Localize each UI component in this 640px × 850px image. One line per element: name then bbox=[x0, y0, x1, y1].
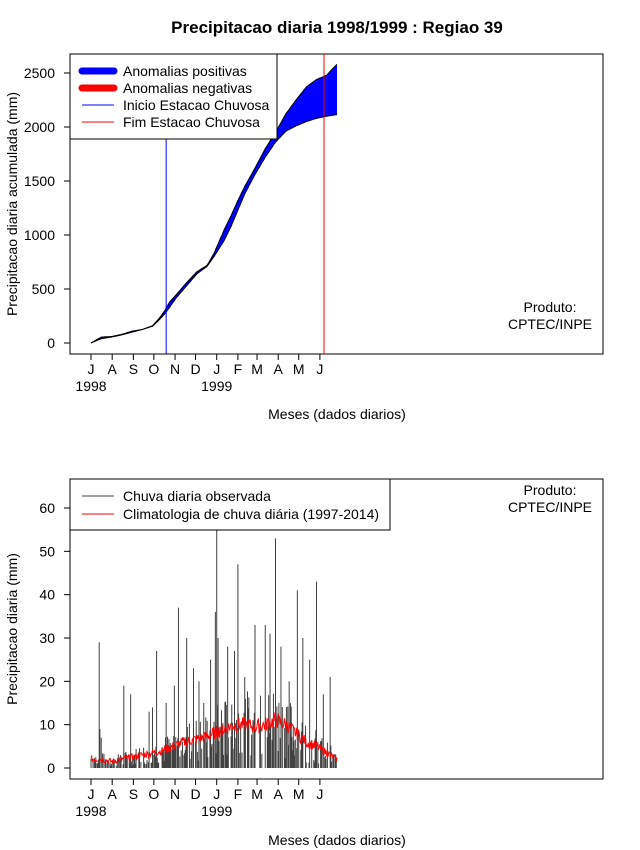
top-x-tick-label: F bbox=[234, 361, 243, 377]
legend-label-anomalias-positivas: Anomalias positivas bbox=[123, 63, 247, 79]
legend-label-chuva-observada: Chuva diaria observada bbox=[123, 488, 271, 504]
climatology-cumulative-line bbox=[90, 114, 338, 344]
chart-title: Precipitacao diaria 1998/1999 : Regiao 3… bbox=[171, 18, 503, 37]
top-x-tick-label: J bbox=[88, 361, 95, 377]
top-x-tick-label: M bbox=[293, 361, 305, 377]
top-credit-line-1: Produto: bbox=[524, 299, 577, 315]
bottom-y-tick-label: 0 bbox=[47, 760, 55, 776]
top-x-tick-label: S bbox=[129, 361, 138, 377]
bottom-y-tick-label: 50 bbox=[39, 543, 55, 559]
top-y-axis: 0 500 1000 1500 2000 2500 bbox=[24, 65, 71, 351]
legend-label-climatologia: Climatologia de chuva diária (1997-2014) bbox=[123, 506, 379, 522]
bottom-x-tick-label: M bbox=[293, 786, 305, 802]
top-y-tick-label: 1500 bbox=[24, 173, 55, 189]
bottom-credit-line-2: CPTEC/INPE bbox=[508, 499, 592, 515]
bottom-y-tick-label: 10 bbox=[39, 717, 55, 733]
bottom-year-label: 1998 bbox=[75, 803, 106, 819]
bottom-legend: Chuva diaria observada Climatologia de c… bbox=[69, 478, 391, 531]
bottom-legend-box bbox=[69, 478, 391, 531]
top-x-tick-label: J bbox=[316, 361, 323, 377]
bottom-daily-bars bbox=[90, 529, 337, 768]
bottom-y-axis: 0 10 20 30 40 50 60 bbox=[39, 500, 71, 776]
bottom-y-tick-label: 40 bbox=[39, 587, 55, 603]
legend-label-inicio: Inicio Estacao Chuvosa bbox=[123, 97, 270, 113]
top-credit: Produto: CPTEC/INPE bbox=[508, 299, 592, 332]
bottom-x-tick-label: F bbox=[234, 786, 243, 802]
bottom-x-tick-label: J bbox=[213, 786, 220, 802]
bottom-x-tick-label: J bbox=[88, 786, 95, 802]
top-credit-line-2: CPTEC/INPE bbox=[508, 316, 592, 332]
top-y-tick-label: 500 bbox=[32, 281, 56, 297]
bottom-x-tick-label: A bbox=[108, 786, 118, 802]
top-x-tick-label: O bbox=[148, 361, 159, 377]
bottom-year-label: 1999 bbox=[201, 803, 232, 819]
top-year-label: 1999 bbox=[201, 378, 232, 394]
top-y-axis-label: Precipitacao diaria acumulada (mm) bbox=[4, 92, 20, 316]
top-x-tick-label: A bbox=[274, 361, 284, 377]
bottom-x-tick-label: J bbox=[316, 786, 323, 802]
bottom-x-tick-label: N bbox=[170, 786, 180, 802]
bottom-credit-line-1: Produto: bbox=[524, 482, 577, 498]
legend-label-anomalias-negativas: Anomalias negativas bbox=[123, 80, 252, 96]
top-y-tick-label: 2000 bbox=[24, 119, 55, 135]
bottom-y-tick-label: 60 bbox=[39, 500, 55, 516]
bottom-x-tick-label: M bbox=[251, 786, 263, 802]
top-x-tick-label: N bbox=[170, 361, 180, 377]
top-y-tick-label: 1000 bbox=[24, 227, 55, 243]
bottom-x-tick-label: S bbox=[129, 786, 138, 802]
bottom-x-tick-label: A bbox=[274, 786, 284, 802]
climatology-daily-line bbox=[90, 711, 338, 765]
top-legend: Anomalias positivas Anomalias negativas … bbox=[69, 53, 278, 140]
top-x-axis-label: Meses (dados diarios) bbox=[268, 406, 406, 422]
legend-label-fim: Fim Estacao Chuvosa bbox=[123, 114, 260, 130]
observed-cumulative-line bbox=[90, 64, 338, 344]
bottom-climatology-line bbox=[90, 711, 338, 765]
top-x-tick-label: M bbox=[251, 361, 263, 377]
bottom-x-axis-label: Meses (dados diarios) bbox=[268, 832, 406, 848]
top-y-tick-label: 2500 bbox=[24, 65, 55, 81]
bottom-y-tick-label: 20 bbox=[39, 673, 55, 689]
top-year-label: 1998 bbox=[75, 378, 106, 394]
bottom-x-tick-label: O bbox=[148, 786, 159, 802]
bottom-x-tick-label: D bbox=[190, 786, 200, 802]
top-x-tick-label: A bbox=[108, 361, 118, 377]
bottom-y-tick-label: 30 bbox=[39, 630, 55, 646]
bottom-credit: Produto: CPTEC/INPE bbox=[508, 482, 592, 515]
top-x-tick-label: J bbox=[213, 361, 220, 377]
top-x-tick-label: D bbox=[190, 361, 200, 377]
top-y-tick-label: 0 bbox=[47, 335, 55, 351]
bottom-y-axis-label: Precipitacao diaria (mm) bbox=[4, 553, 20, 705]
